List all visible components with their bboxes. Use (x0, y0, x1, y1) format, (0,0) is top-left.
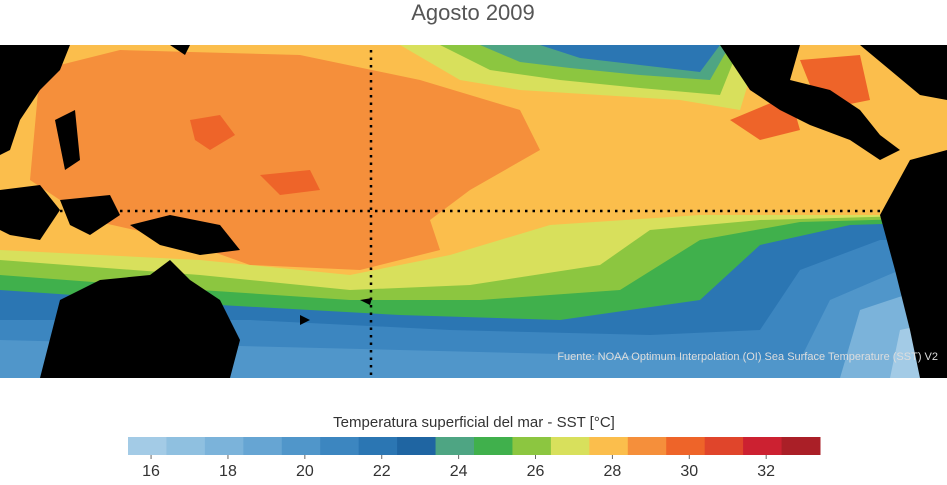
color-swatch (435, 437, 475, 455)
tick-label: 16 (142, 463, 160, 480)
color-swatch (397, 437, 437, 455)
tick-label: 30 (680, 463, 698, 480)
color-swatch (589, 437, 629, 455)
color-swatch (320, 437, 360, 455)
title: Agosto 2009 (411, 0, 535, 25)
sst-region (30, 50, 540, 270)
color-swatch (743, 437, 783, 455)
sst-map: Fuente: NOAA Optimum Interpolation (OI) … (0, 45, 947, 378)
color-swatch (166, 437, 206, 455)
color-swatch (627, 437, 667, 455)
color-swatch (666, 437, 706, 455)
colorbar: 16 18 20 22 24 26 28 30 32 (128, 437, 821, 480)
colorbar-label: Temperatura superficial del mar - SST [°… (333, 414, 615, 431)
color-swatch (358, 437, 398, 455)
color-swatch (128, 437, 167, 455)
tick-label: 22 (373, 463, 391, 480)
sst-region (190, 115, 320, 195)
sst-region (730, 55, 870, 140)
tick-label: 24 (450, 463, 468, 480)
sst-region (540, 45, 720, 72)
land (0, 45, 947, 378)
color-swatch (243, 437, 283, 455)
tick-label: 26 (527, 463, 545, 480)
color-swatch (550, 437, 590, 455)
color-swatch (281, 437, 321, 455)
color-swatch (512, 437, 552, 455)
tick-label: 18 (219, 463, 237, 480)
tick-label: 32 (757, 463, 775, 480)
color-swatch (474, 437, 513, 455)
source-note: Fuente: NOAA Optimum Interpolation (OI) … (557, 351, 938, 363)
color-swatch (704, 437, 744, 455)
tick-label: 20 (296, 463, 314, 480)
tick-label: 28 (604, 463, 622, 480)
color-swatch (204, 437, 244, 455)
color-swatch (781, 437, 821, 455)
